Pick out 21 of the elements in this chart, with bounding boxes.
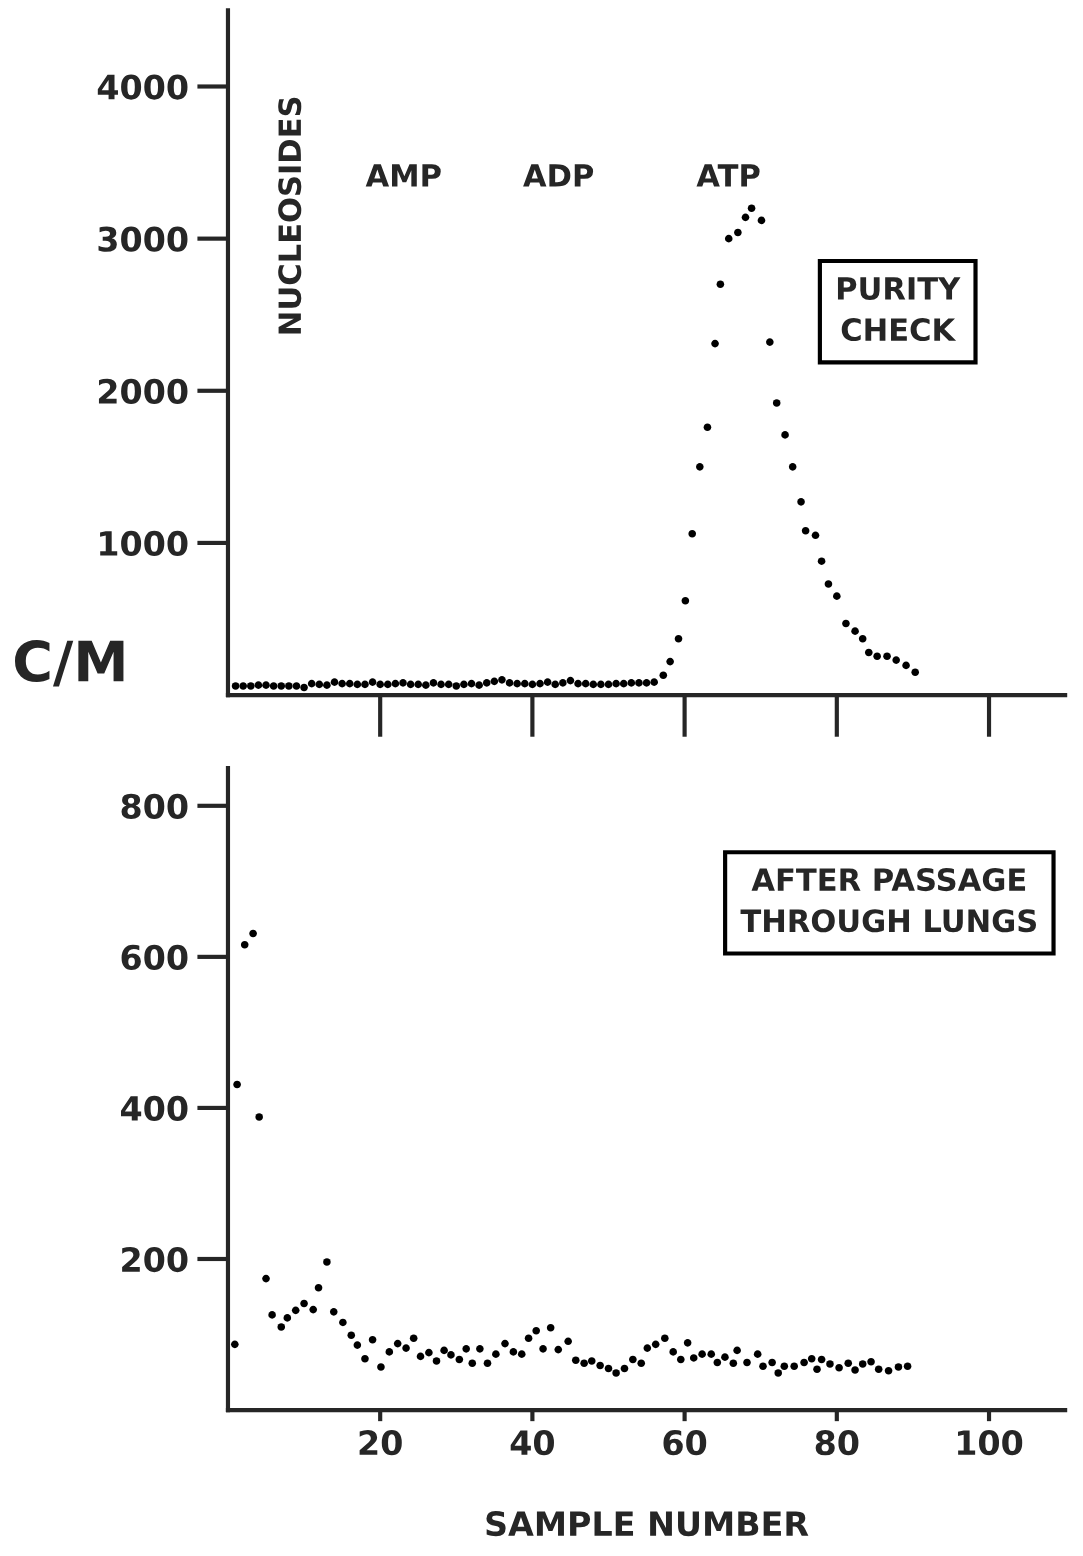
y-tick-label: 800 xyxy=(121,793,188,819)
x-tick-label: 80 xyxy=(815,1430,859,1456)
x-tick-label: 20 xyxy=(359,1430,402,1456)
annotation: AMP xyxy=(365,164,441,187)
y-axis-title: C/M xyxy=(14,640,124,687)
x-axis-title: SAMPLE NUMBER xyxy=(486,1510,809,1537)
x-tick-label: 60 xyxy=(663,1430,707,1456)
y-tick-label: 600 xyxy=(121,944,188,970)
y-tick-label: 1000 xyxy=(100,530,188,557)
annotation: PURITY CHECK xyxy=(837,277,961,342)
y-tick-label: 2000 xyxy=(98,378,188,404)
y-tick-label: 4000 xyxy=(97,74,188,100)
annotation: AFTER PASSAGE THROUGH LUNGS xyxy=(740,868,1037,933)
annotation: NUCLEOSIDES xyxy=(278,97,302,334)
x-tick-label: 40 xyxy=(510,1430,554,1456)
y-tick-label: 3000 xyxy=(98,226,188,252)
x-tick-label: 100 xyxy=(958,1430,1023,1456)
y-tick-label: 200 xyxy=(122,1246,188,1273)
annotation: ADP xyxy=(523,164,594,187)
annotation: ATP xyxy=(696,164,760,187)
y-tick-label: 400 xyxy=(121,1095,188,1122)
